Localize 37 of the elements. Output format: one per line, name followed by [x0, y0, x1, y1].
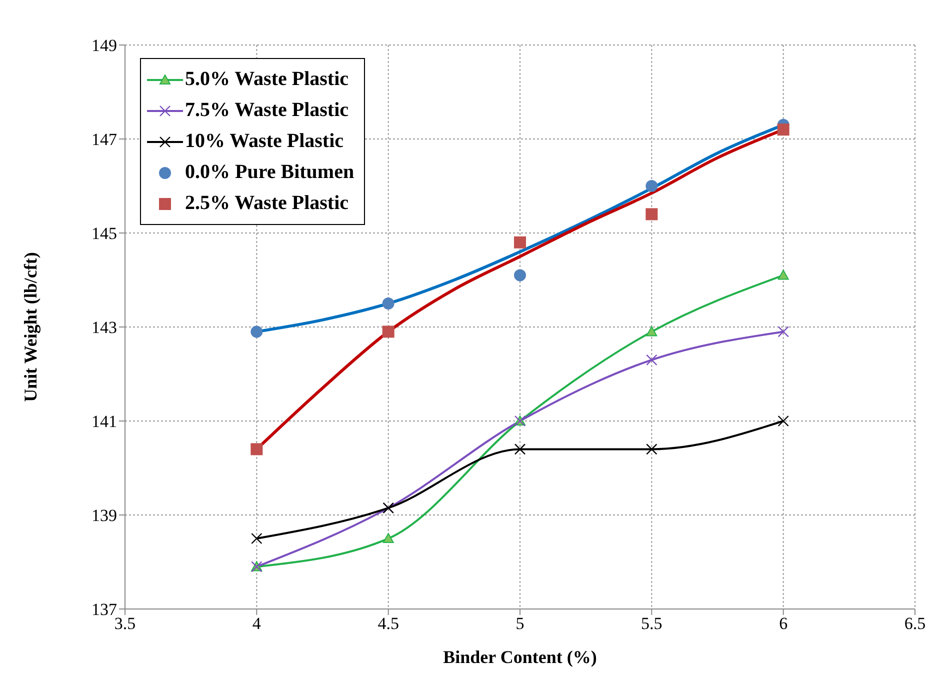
point: [646, 444, 658, 455]
point: [646, 354, 658, 366]
x-tick-label: 4: [252, 614, 262, 634]
legend-label: 0.0% Pure Bitumen: [185, 160, 354, 185]
x-axis-title: Binder Content (%): [443, 647, 597, 667]
y-tick-label: 147: [92, 130, 118, 150]
point: [777, 124, 790, 136]
y-axis-title: Unit Weight (lb/cft): [20, 252, 40, 402]
legend-label: 2.5% Waste Plastic: [185, 191, 349, 216]
point: [514, 236, 526, 248]
point: [382, 326, 394, 338]
point: [778, 270, 789, 280]
point: [250, 326, 263, 338]
y-tick-label: 141: [92, 412, 117, 432]
x-tick-label: 4.5: [378, 614, 399, 634]
y-tick-label: 139: [92, 506, 117, 526]
x-tick-label: 5.5: [641, 614, 662, 634]
point: [778, 326, 789, 338]
y-tick-label: 143: [92, 318, 117, 338]
y-tick-label: 145: [92, 224, 117, 244]
x-tick-label: 6.5: [904, 614, 926, 634]
point: [778, 415, 789, 427]
point: [514, 269, 526, 282]
legend-label: 10% Waste Plastic: [185, 129, 344, 154]
point: [251, 532, 262, 544]
x-tick-label: 5: [516, 614, 524, 634]
point: [514, 444, 526, 455]
point: [382, 533, 394, 543]
x-tick-label: 6: [779, 614, 788, 634]
y-tick-label: 149: [92, 36, 117, 56]
legend-label: 5.0% Waste Plastic: [185, 67, 349, 92]
point: [646, 326, 658, 336]
legend-label: 7.5% Waste Plastic: [185, 98, 349, 123]
point: [382, 298, 394, 310]
point: [646, 180, 658, 192]
point: [250, 443, 263, 456]
point: [646, 208, 658, 220]
